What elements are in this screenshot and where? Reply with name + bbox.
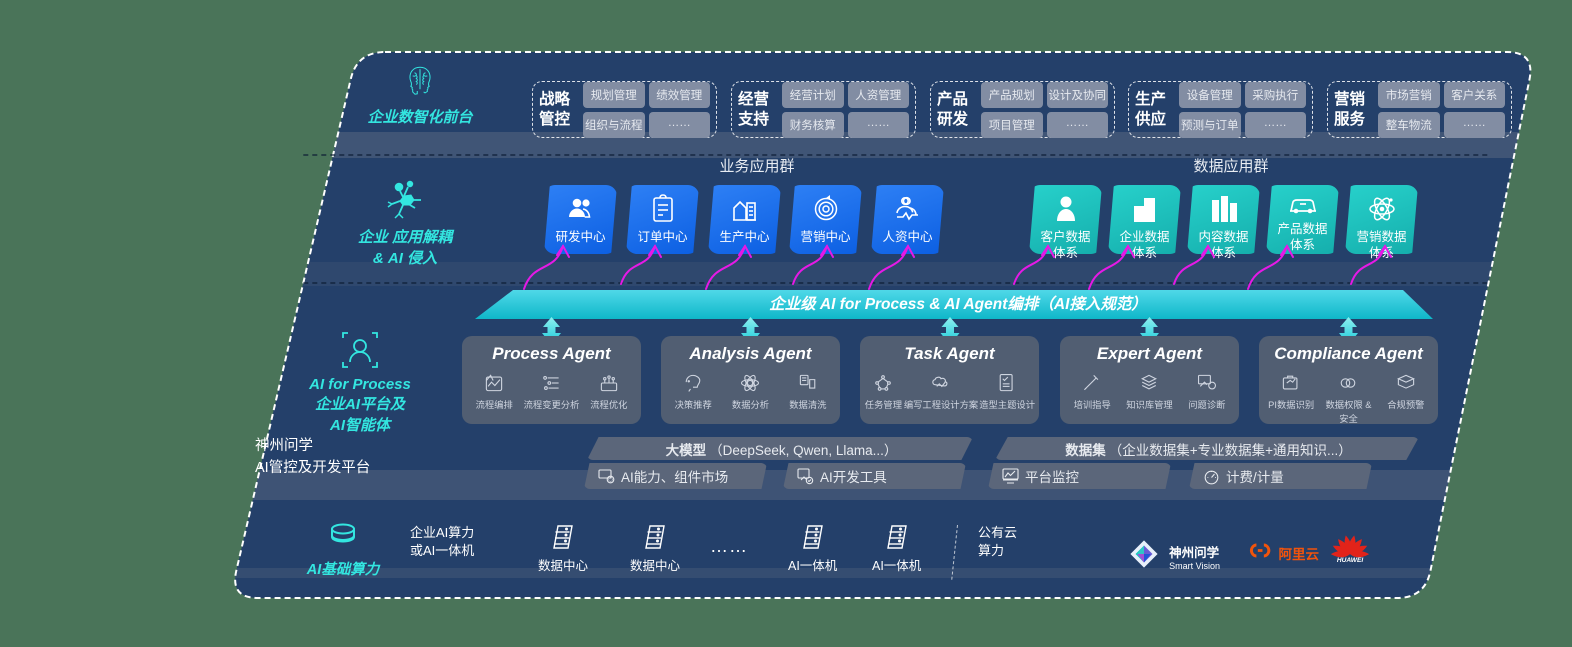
svg-text:HUAWEI: HUAWEI	[1337, 557, 1364, 562]
